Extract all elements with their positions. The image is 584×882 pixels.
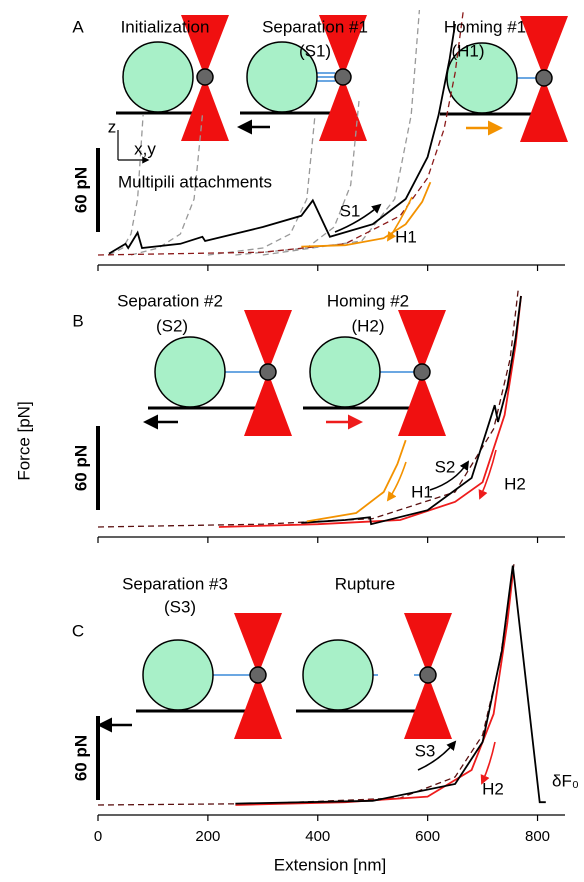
y-axis-label: Force [pN] — [14, 401, 33, 480]
bead — [259, 363, 277, 381]
force-curve — [218, 295, 522, 528]
force-curve — [207, 114, 316, 256]
annotation: (S2) — [156, 316, 188, 335]
annotation: (S1) — [299, 41, 331, 60]
bead — [535, 69, 553, 87]
annotation: (H2) — [351, 316, 384, 335]
force-curve — [306, 439, 407, 523]
annotation: z — [108, 117, 117, 136]
cell — [154, 336, 226, 408]
cell — [446, 42, 518, 114]
x-tick-label: 200 — [195, 828, 220, 845]
cell — [142, 639, 214, 711]
annotation: Separation #1 — [262, 17, 368, 36]
annotation: (H1) — [451, 41, 484, 60]
bead — [413, 363, 431, 381]
annotation: S1 — [340, 201, 361, 220]
direction-arrow — [480, 741, 496, 785]
direction-arrow — [478, 449, 497, 500]
force-curve — [235, 565, 546, 805]
annotation: Multipili attachments — [118, 172, 272, 191]
annotation: S2 — [435, 457, 456, 476]
x-tick-label: 600 — [415, 828, 440, 845]
annotation: Homing #2 — [327, 291, 409, 310]
annotation: (S3) — [164, 597, 196, 616]
direction-arrow — [334, 203, 382, 233]
direction-arrow — [429, 460, 470, 491]
scale-bar-label: 60 pN — [71, 735, 90, 781]
scale-bar-label: 60 pN — [71, 445, 90, 491]
bead — [196, 68, 214, 86]
coord-glyph — [117, 130, 148, 160]
annotation: δF₀ — [552, 771, 579, 790]
direction-arrow — [386, 461, 407, 502]
bead — [419, 666, 437, 684]
bead — [249, 666, 267, 684]
cell — [302, 639, 374, 711]
scale-bar-label: 60 pN — [71, 167, 90, 213]
tether — [317, 72, 335, 82]
force-curve — [97, 9, 465, 256]
direction-arrow — [386, 196, 413, 242]
annotation: Homing #1 — [444, 17, 526, 36]
force-curve — [130, 114, 204, 256]
direction-arrow — [417, 740, 457, 771]
force-curve — [262, 9, 421, 256]
annotation: H1 — [411, 482, 433, 501]
annotation: Rupture — [335, 574, 395, 593]
annotation: H2 — [482, 779, 504, 798]
annotation: Initialization — [121, 17, 210, 36]
cell — [309, 336, 381, 408]
bead — [334, 68, 352, 86]
annotation: S3 — [415, 741, 436, 760]
force-curve — [301, 295, 522, 526]
force-curve — [235, 573, 514, 806]
force-curve — [97, 288, 519, 528]
x-axis-label: Extension [nm] — [274, 855, 386, 874]
force-curve — [108, 23, 456, 255]
annotation: H1 — [395, 227, 417, 246]
x-tick-label: 400 — [305, 828, 330, 845]
force-curve — [108, 114, 144, 256]
annotation: x,y — [134, 139, 156, 158]
annotation: H2 — [504, 474, 526, 493]
annotation: Separation #2 — [117, 291, 223, 310]
cell — [246, 41, 318, 113]
x-tick-label: 0 — [94, 828, 102, 845]
x-tick-label: 800 — [525, 828, 550, 845]
annotation: Separation #3 — [122, 574, 228, 593]
cell — [122, 41, 194, 113]
annotation: A — [72, 17, 84, 36]
annotation: B — [72, 311, 83, 330]
annotation: C — [72, 621, 84, 640]
